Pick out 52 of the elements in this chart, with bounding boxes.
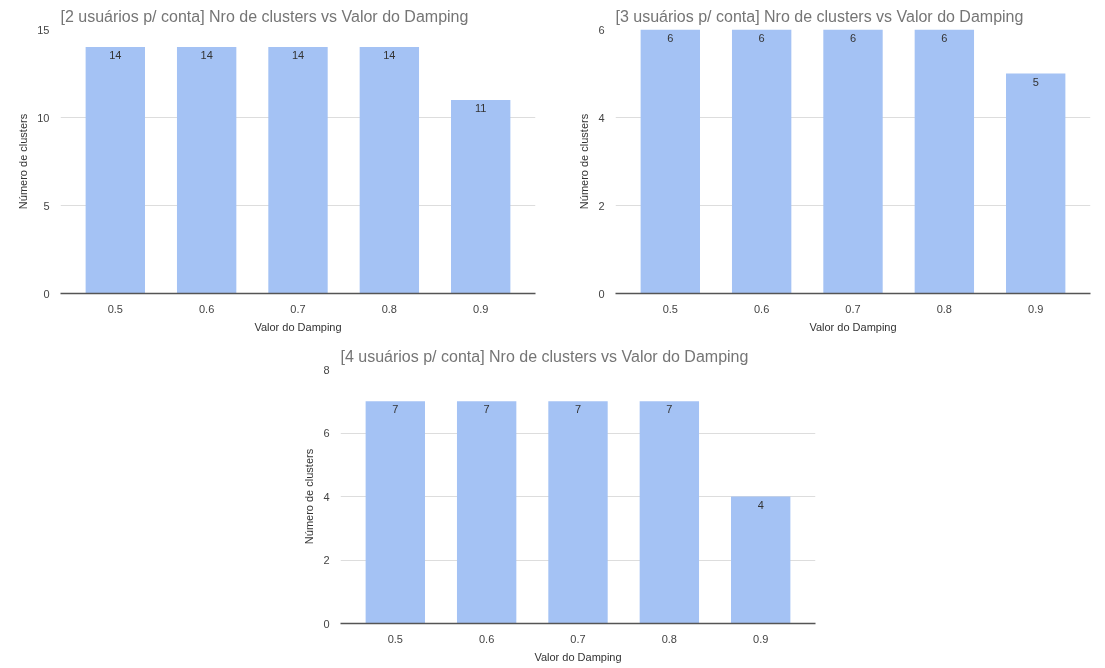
data-label: 14 [291,49,305,62]
data-label: 4 [757,498,764,511]
x-axis-title: Valor do Damping [534,650,622,663]
data-label: 7 [666,403,673,416]
y-tick-label: 15 [37,23,50,36]
x-tick-label: 0.8 [936,302,952,315]
y-axis-title: Número de clusters [303,448,316,545]
data-label: 7 [392,403,399,416]
x-tick-label: 0.5 [107,302,123,315]
data-label: 7 [483,403,490,416]
y-tick-label: 5 [43,199,50,212]
x-tick-label: 0.6 [479,632,495,645]
y-tick-label: 0 [598,287,605,300]
x-tick-label: 0.5 [387,632,403,645]
y-tick-label: 0 [43,287,50,300]
data-label: 14 [200,49,213,62]
data-label: 14 [109,49,122,62]
x-tick-label: 0.6 [199,302,215,315]
y-tick-label: 4 [323,490,330,503]
data-label: 6 [667,31,674,44]
chart-title: [3 usuários p/ conta] Nro de clusters vs Valor do Damping [615,7,1024,25]
y-tick-label: 6 [598,23,605,36]
data-label: 6 [941,31,948,44]
data-label: 6 [849,31,857,44]
x-axis-title: Valor do Damping [809,320,897,333]
x-tick-label: 0.8 [661,632,677,645]
chart-title: [4 usuários p/ conta] Nro de clusters vs Valor do Damping [340,347,749,365]
x-tick-label: 0.9 [1028,302,1044,315]
data-label: 14 [383,49,396,62]
y-axis-title: Número de clusters [17,113,30,210]
x-tick-label: 0.7 [290,302,306,315]
x-tick-label: 0.6 [754,302,770,315]
x-tick-label: 0.9 [473,302,489,315]
y-tick-label: 4 [598,111,605,124]
y-axis-title: Número de clusters [578,113,591,210]
x-tick-label: 0.5 [662,302,678,315]
chart-title: [2 usuários p/ conta] Nro de clusters vs Valor do Damping [60,7,469,25]
y-tick-label: 8 [323,363,330,376]
y-tick-label: 10 [37,111,50,124]
data-label: 5 [1032,75,1039,88]
x-tick-label: 0.8 [381,302,397,315]
data-label: 7 [574,403,582,416]
y-tick-label: 0 [323,617,330,630]
x-tick-label: 0.7 [845,302,861,315]
data-label: 11 [474,101,487,114]
x-axis-title: Valor do Damping [254,320,342,333]
data-label: 6 [758,31,765,44]
y-tick-label: 2 [323,554,330,566]
x-tick-label: 0.7 [570,632,586,645]
y-tick-label: 2 [598,199,605,212]
x-tick-label: 0.9 [753,632,769,645]
y-tick-label: 6 [323,427,330,439]
